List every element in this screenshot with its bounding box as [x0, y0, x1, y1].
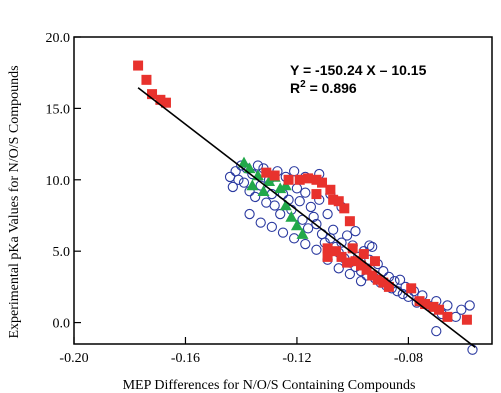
data-point-circle: [290, 167, 299, 176]
data-point-circle: [253, 161, 262, 170]
data-point-square: [339, 203, 349, 213]
data-point-square: [406, 283, 416, 293]
data-point-circle: [292, 184, 301, 193]
data-point-circle: [351, 227, 360, 236]
data-point-square: [348, 243, 358, 253]
data-point-circle: [334, 264, 343, 273]
x-tick-label: -0.12: [282, 351, 311, 366]
data-point-circle: [225, 172, 234, 181]
data-point-circle: [306, 202, 315, 211]
data-point-circle: [276, 209, 285, 218]
axis-ticks: -0.20 -0.16 -0.12 -0.08 0.0 5.0 10.0 15.0 20.0: [46, 31, 423, 366]
data-point-circle: [245, 209, 254, 218]
x-tick-label: -0.16: [171, 351, 200, 366]
data-point-circle: [295, 197, 304, 206]
data-point-square: [370, 256, 380, 266]
data-point-circle: [465, 301, 474, 310]
y-tick-label: 15.0: [46, 102, 71, 117]
data-point-circle: [432, 327, 441, 336]
data-point-circle: [231, 167, 240, 176]
data-point-circle: [317, 229, 326, 238]
data-point-circle: [323, 209, 332, 218]
data-point-circle: [345, 269, 354, 278]
data-point-square: [141, 75, 151, 85]
data-point-circle: [301, 188, 310, 197]
data-point-circle: [329, 225, 338, 234]
data-point-circle: [267, 222, 276, 231]
data-point-square: [284, 175, 294, 185]
x-axis-title: MEP Differences for N/O/S Containing Com…: [123, 378, 416, 393]
y-tick-label: 0.0: [53, 317, 71, 332]
data-point-square: [311, 189, 321, 199]
data-point-square: [442, 312, 452, 322]
x-tick-label: -0.08: [394, 351, 423, 366]
regression-line: [138, 88, 475, 348]
data-point-circle: [457, 305, 466, 314]
plot-marks: [133, 61, 477, 355]
x-tick-label: -0.20: [59, 351, 88, 366]
data-point-circle: [251, 192, 260, 201]
y-tick-label: 10.0: [46, 174, 71, 189]
data-point-square: [359, 249, 369, 259]
data-point-circle: [262, 198, 271, 207]
data-point-square: [133, 61, 143, 71]
y-axis-title: Experimental pKa Values for N/O/S Compou…: [7, 65, 22, 338]
data-point-circle: [443, 301, 452, 310]
data-point-circle: [239, 178, 248, 187]
data-point-circle: [365, 241, 374, 250]
data-point-circle: [270, 201, 279, 210]
data-point-circle: [312, 245, 321, 254]
data-point-circle: [234, 175, 243, 184]
data-point-circle: [303, 224, 312, 233]
y-tick-label: 20.0: [46, 31, 71, 46]
data-point-circle: [342, 231, 351, 240]
data-point-circle: [278, 228, 287, 237]
data-point-circle: [301, 239, 310, 248]
y-tick-label: 5.0: [53, 245, 71, 260]
annotation-r2: R2 = 0.896: [290, 79, 357, 96]
data-point-square: [462, 315, 472, 325]
data-point-circle: [256, 218, 265, 227]
data-point-circle: [356, 277, 365, 286]
data-point-circle: [468, 345, 477, 354]
data-point-square: [270, 171, 280, 181]
annotation-equation: Y = -150.24 X – 10.15: [290, 62, 427, 78]
data-point-square: [325, 185, 335, 195]
data-point-square: [345, 216, 355, 226]
